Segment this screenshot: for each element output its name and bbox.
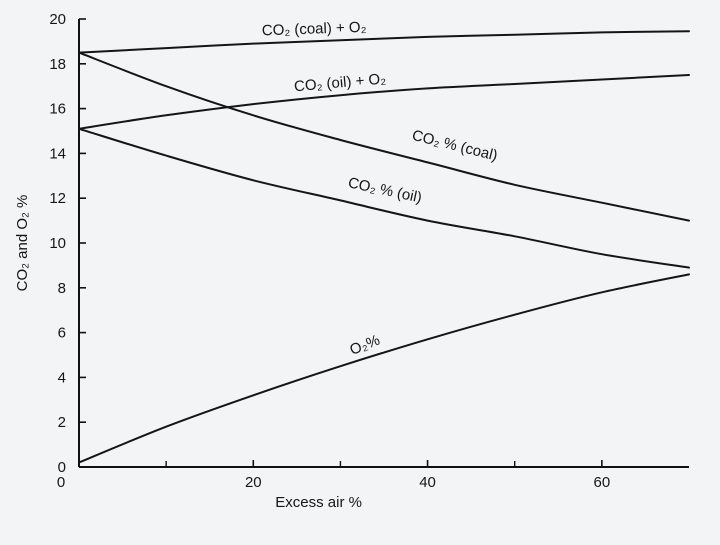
y-tick-label: 0	[58, 459, 66, 476]
y-tick-label: 6	[58, 325, 66, 342]
series-line-2	[78, 74, 690, 130]
x-tick-label: 0	[57, 474, 65, 491]
y-tick-label: 14	[49, 145, 66, 162]
y-tick-label: 12	[49, 190, 66, 207]
series-line-4	[78, 127, 690, 269]
series-line-1	[78, 30, 690, 54]
y-tick-label: 4	[58, 369, 66, 386]
y-tick-label: 16	[49, 101, 66, 118]
label-co2-oil: CO₂ % (oil)	[346, 174, 423, 206]
label-co2-coal-o2: CO₂ (coal) + O₂	[262, 19, 367, 40]
x-tick-label: 40	[419, 474, 436, 491]
y-tick-label: 18	[49, 56, 66, 73]
x-axis-title: Excess air %	[275, 494, 362, 511]
series-line-5	[78, 273, 690, 464]
label-co2-coal: CO₂ % (coal)	[410, 127, 499, 165]
y-tick-label: 2	[58, 414, 66, 431]
y-tick-label: 20	[49, 11, 66, 28]
x-tick-label: 60	[594, 474, 611, 491]
y-axis-title: CO₂ and O₂ %	[14, 195, 31, 292]
x-tick-label: 20	[245, 474, 262, 491]
y-tick-label: 10	[49, 235, 66, 252]
y-tick-label: 8	[58, 280, 66, 297]
series-line-3	[78, 51, 690, 222]
